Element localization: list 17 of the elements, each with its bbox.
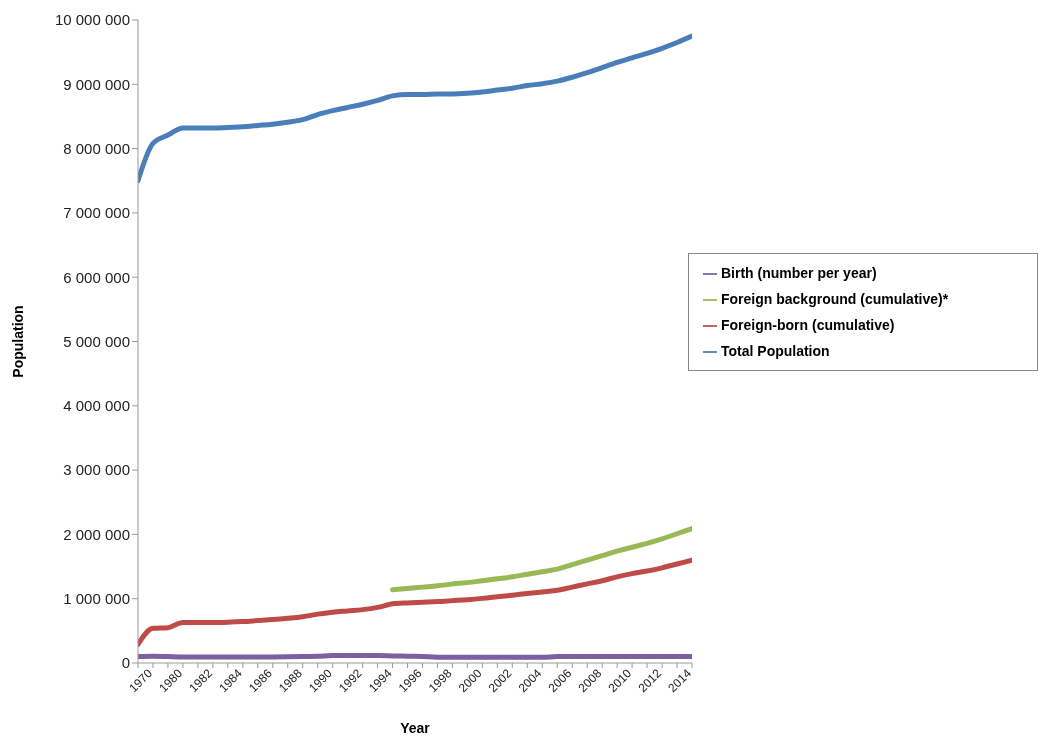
y-tick-label: 7 000 000 (63, 204, 130, 222)
y-tick-label: 2 000 000 (63, 525, 130, 543)
x-axis-title: Year (400, 720, 431, 736)
y-tick-label: 3 000 000 (63, 461, 130, 479)
y-tick-label: 8 000 000 (63, 139, 130, 157)
y-axis-title: Population (9, 305, 26, 378)
y-tick-label: 10 000 000 (54, 11, 130, 29)
y-tick-label: 9 000 000 (63, 75, 130, 93)
y-tick-label: 1 000 000 (63, 590, 130, 608)
legend-label: Total Population (721, 343, 830, 359)
y-tick-label: 0 (121, 654, 130, 672)
legend-label: Foreign background (cumulative)* (721, 291, 949, 307)
legend-label: Foreign-born (cumulative) (721, 317, 895, 333)
y-tick-label: 6 000 000 (63, 268, 130, 286)
y-tick-label: 5 000 000 (63, 332, 130, 350)
legend-label: Birth (number per year) (721, 265, 877, 281)
y-tick-label: 4 000 000 (63, 397, 130, 415)
